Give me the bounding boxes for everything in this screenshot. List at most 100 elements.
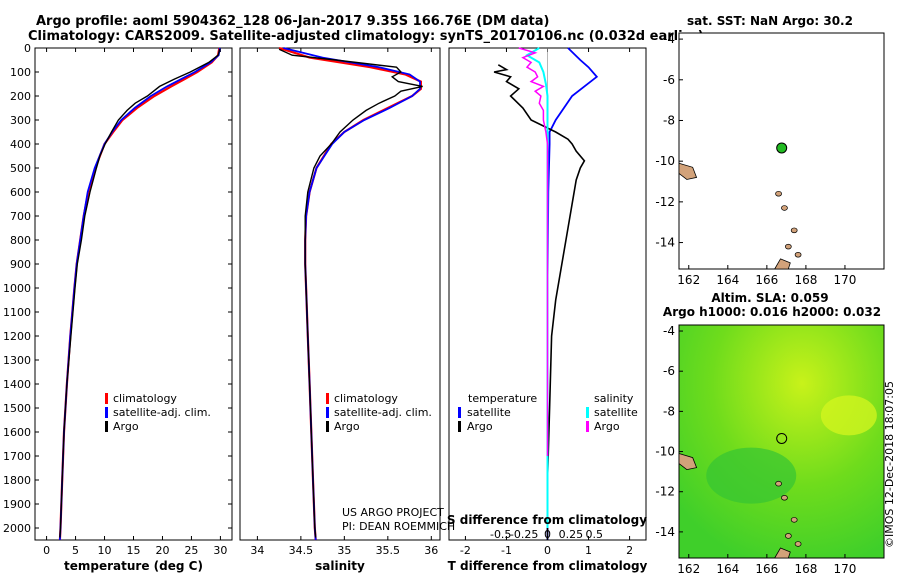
legend-label: climatology: [334, 392, 398, 405]
x-tick-label: 36: [424, 544, 438, 557]
land-islet: [775, 190, 782, 197]
x-axis-label: temperature (deg C): [64, 559, 203, 573]
legend-swatch: [326, 421, 329, 432]
x-tick-label: 168: [794, 273, 817, 287]
y-tick-label: -6: [663, 73, 675, 87]
x-tick-label: 166: [755, 273, 778, 287]
legend-heading: temperature: [468, 392, 537, 405]
y-tick-label: 400: [10, 138, 31, 151]
y-tick-label: 600: [10, 186, 31, 199]
plot-frame: [239, 47, 441, 541]
x-tick-label: 34.5: [289, 544, 314, 557]
s-tick-label: -0.25: [510, 528, 538, 541]
x-tick-label: 168: [794, 562, 817, 576]
y-tick-label: 1900: [3, 498, 31, 511]
sla-field: [679, 325, 884, 558]
y-tick-label: 0: [24, 42, 31, 55]
sla-map-subtitle: Argo h1000: 0.016 h2000: 0.032: [663, 305, 881, 319]
s-tick-label: 0: [544, 528, 551, 541]
x-tick-label: 162: [677, 562, 700, 576]
sla-high-patch: [820, 395, 877, 436]
land-islet: [784, 243, 792, 250]
s-tick-label: 0.5: [586, 528, 604, 541]
y-tick-label: 200: [10, 90, 31, 103]
land-espiritu-santo: [773, 547, 791, 559]
legend-swatch: [458, 407, 461, 418]
x-tick-label: 35.5: [376, 544, 401, 557]
x-tick-label: 166: [755, 562, 778, 576]
y-tick-label: 1300: [3, 354, 31, 367]
y-tick-label: 300: [10, 114, 31, 127]
y-tick-label: -10: [655, 154, 675, 168]
s-tick-label: 0.25: [559, 528, 584, 541]
x-tick-label: 2: [626, 544, 633, 557]
project-credit: US ARGO PROJECT: [342, 506, 444, 519]
y-tick-label: -8: [663, 113, 675, 127]
temperature-panel: 0100200300400500600700800900100011001200…: [3, 42, 233, 573]
legend-swatch: [586, 407, 589, 418]
legend-swatch: [326, 407, 329, 418]
x-tick-label: 30: [213, 544, 227, 557]
y-tick-label: 2000: [3, 522, 31, 535]
x-tick-label: 0: [544, 544, 551, 557]
plot-frame: [34, 47, 233, 541]
difference-panel: -2 -1 0 1 2 T difference from climatology S di…: [447, 47, 648, 573]
salinity-argo-line: [518, 47, 549, 456]
sla-map-panel: 162 164 166 168 170 -4 -6 -8 -10 -12 -14 Altim. SLA…: [655, 291, 885, 576]
legend-swatch: [105, 407, 108, 418]
x-tick-label: 0: [43, 544, 50, 557]
y-tick-label: -12: [655, 195, 675, 209]
salinity-panel: 34 34.5 35 35.5 36 salinity climatologysatelli…: [239, 46, 441, 573]
x-axis-label: salinity: [315, 559, 365, 573]
land-islet: [781, 494, 788, 501]
y-tick-label: 1200: [3, 330, 31, 343]
sst-map-title: sat. SST: NaN Argo: 30.2: [687, 14, 853, 28]
legend-label: satellite: [467, 406, 511, 419]
legend-label: Argo: [594, 420, 620, 433]
y-tick-label: 900: [10, 258, 31, 271]
x-tick-label: 34: [250, 544, 264, 557]
x-tick-label: 25: [184, 544, 198, 557]
legend-label: climatology: [113, 392, 177, 405]
y-tick-label: 1600: [3, 426, 31, 439]
x-tick-label: 162: [677, 273, 700, 287]
y-tick-label: 1000: [3, 282, 31, 295]
x-axis-label: T difference from climatology: [448, 559, 648, 573]
x-tick-label: 170: [833, 562, 856, 576]
sla-map-title: Altim. SLA: 0.059: [711, 291, 828, 305]
title-line-2: Climatology: CARS2009. Satellite-adjuste…: [28, 29, 704, 44]
argo-line: [278, 48, 423, 538]
y-tick-label: 1400: [3, 378, 31, 391]
legend-label: satellite-adj. clim.: [334, 406, 432, 419]
imos-credit: ©IMOS 12-Dec-2018 18:07:05: [883, 381, 896, 548]
y-tick-label: 1500: [3, 402, 31, 415]
legend-label: satellite-adj. clim.: [113, 406, 211, 419]
y-tick-label: 100: [10, 66, 31, 79]
land-islet: [781, 205, 788, 211]
x-tick-label: 5: [72, 544, 79, 557]
x-tick-label: 170: [833, 273, 856, 287]
legend-label: Argo: [467, 420, 493, 433]
y-tick-label: 500: [10, 162, 31, 175]
land-solomon: [678, 453, 698, 471]
s-tick-label: -0.5: [490, 528, 511, 541]
x-tick-label: 1: [585, 544, 592, 557]
x-tick-label: 15: [127, 544, 141, 557]
land-espiritu-santo: [773, 258, 791, 270]
land-islet: [794, 541, 802, 547]
x-tick-label: 164: [716, 562, 739, 576]
land-solomon: [678, 162, 698, 180]
y-tick-label: 800: [10, 234, 31, 247]
land-islet: [794, 252, 802, 258]
land-islet: [775, 480, 782, 487]
s-axis-label: S difference from climatology: [447, 513, 647, 527]
legend-swatch: [458, 421, 461, 432]
argo-position-marker: [776, 432, 788, 444]
argo-position-marker: [776, 142, 788, 154]
argo-line: [59, 49, 221, 538]
x-tick-label: -2: [460, 544, 471, 557]
legend-swatch: [105, 421, 108, 432]
y-tick-label: -14: [655, 236, 675, 250]
legend-heading: salinity: [594, 392, 634, 405]
